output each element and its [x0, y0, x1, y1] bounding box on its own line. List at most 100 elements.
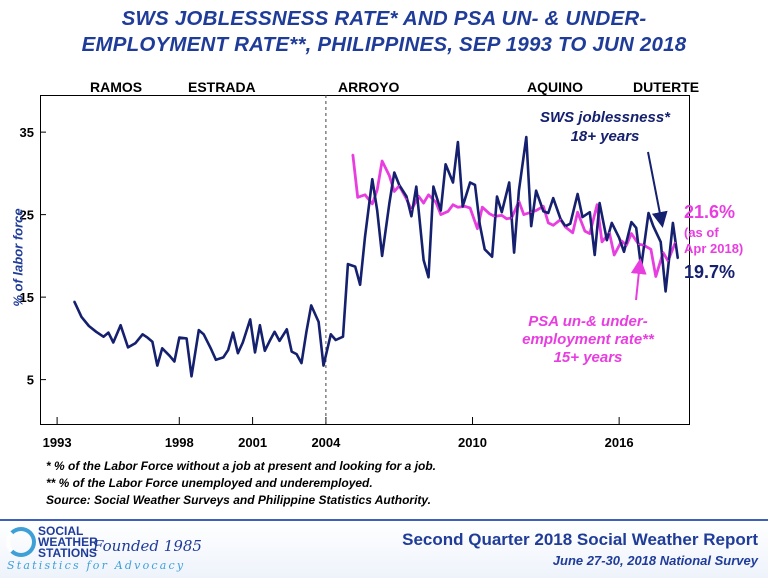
psa-data-point [662, 251, 664, 254]
sws-data-point [237, 352, 239, 355]
sws-data-point [483, 248, 486, 251]
x-tick-label: 1998 [165, 435, 194, 450]
psa-data-point [457, 206, 459, 208]
psa-data-point [523, 213, 525, 216]
x-tick-label: 2004 [311, 435, 341, 450]
psa-data-point [481, 206, 484, 208]
sws-data-point [259, 324, 261, 327]
sws-data-point [381, 255, 383, 257]
sws-data-point [80, 316, 83, 318]
sws-data-point [652, 225, 655, 227]
sws-data-point [112, 341, 115, 344]
sws-data-point [278, 340, 281, 342]
sws-data-point [542, 210, 545, 213]
era-label-aquino: AQUINO [527, 79, 583, 95]
sws-series-label: SWS joblessness* 18+ years [530, 108, 680, 146]
psa-data-point [440, 213, 442, 216]
y-axis-label: % of labor force [10, 208, 26, 307]
psa-data-point [352, 153, 354, 156]
psa-data-point [410, 208, 413, 211]
psa-data-point [364, 194, 366, 196]
sws-data-point [215, 359, 217, 361]
sws-data-point [249, 318, 251, 321]
sws-data-point [73, 300, 75, 303]
psa-data-point [630, 232, 633, 235]
psa-data-point [510, 217, 513, 219]
sws-data-point [330, 333, 332, 336]
sws-data-point [611, 222, 613, 224]
psa-data-point [642, 244, 645, 246]
x-tick-label: 1993 [43, 435, 72, 450]
psa-data-point [469, 207, 471, 209]
psa-data-point [608, 232, 611, 234]
psa-data-point [613, 254, 615, 256]
report-subtitle: June 27-30, 2018 National Survey [552, 553, 758, 568]
sws-data-point [222, 356, 225, 359]
psa-data-point [452, 203, 454, 206]
x-tick-label: 2010 [458, 435, 487, 450]
sws-data-point [623, 251, 625, 253]
sws-data-point [119, 324, 122, 327]
psa-label-line-2: employment rate** [522, 331, 654, 348]
sws-data-point [376, 209, 379, 212]
psa-data-point [418, 195, 420, 198]
sws-data-point [677, 257, 679, 260]
sws-data-point [598, 202, 601, 204]
sws-data-point [444, 163, 447, 166]
psa-data-point [488, 213, 491, 215]
sws-data-point [469, 181, 471, 184]
grid-layer: 5 15 25 35 1993 1998 2001 2004 2010 2016 [20, 95, 634, 450]
sws-data-point [141, 333, 144, 336]
sws-data-point [310, 304, 313, 307]
psa-label-line-1: PSA un-& under- [528, 313, 648, 330]
psa-data-point [584, 230, 586, 232]
sws-data-point [88, 325, 90, 327]
sws-data-point [273, 331, 276, 333]
sws-data-point [254, 351, 256, 354]
sws-data-point [347, 263, 349, 265]
psa-data-point [501, 214, 503, 217]
sws-data-point [227, 349, 229, 351]
sws-data-point [354, 265, 357, 268]
psa-data-point [625, 244, 628, 246]
sws-data-point [508, 181, 511, 184]
sws-data-point [501, 211, 503, 213]
sws-data-point [317, 321, 320, 323]
sws-data-point [422, 259, 425, 261]
sws-data-point [210, 348, 212, 350]
logo-line-1: SOCIAL [38, 524, 84, 538]
psa-data-point [356, 196, 359, 199]
chart-title-line-1: SWS JOBLESSNESS RATE* AND PSA UN- & UNDE… [121, 7, 647, 30]
sws-data-point [647, 212, 650, 214]
psa-data-point [674, 241, 677, 244]
sws-data-point [300, 362, 303, 364]
sws-data-point [371, 178, 374, 180]
sws-data-point [461, 205, 464, 208]
psa-data-point [493, 215, 496, 218]
psa-asof-line-1: (as of [684, 225, 719, 240]
psa-data-point [530, 211, 532, 213]
psa-data-point [476, 227, 479, 230]
sws-data-point [127, 346, 129, 349]
era-label-estrada: ESTRADA [188, 79, 256, 95]
sws-data-point [606, 239, 608, 241]
sws-data-point [589, 211, 591, 213]
sws-data-point [198, 329, 200, 331]
psa-data-point [564, 226, 567, 228]
psa-data-point [596, 203, 598, 206]
sws-data-point [427, 276, 430, 279]
sws-data-point [156, 364, 159, 367]
sws-data-point [547, 212, 550, 214]
y-tick-label: 15 [20, 290, 34, 305]
psa-data-point [576, 211, 579, 213]
sws-data-point [190, 375, 193, 378]
psa-asof-note: (as of Apr 2018) [684, 225, 766, 257]
sws-data-point [535, 189, 537, 192]
sws-data-point [474, 184, 476, 186]
sws-data-point [405, 195, 408, 198]
sws-label-line-1: SWS joblessness* [539, 109, 671, 126]
sws-data-point [232, 331, 234, 334]
sws-data-point [576, 193, 579, 195]
footer-bar [0, 519, 768, 578]
psa-data-point [542, 205, 545, 208]
